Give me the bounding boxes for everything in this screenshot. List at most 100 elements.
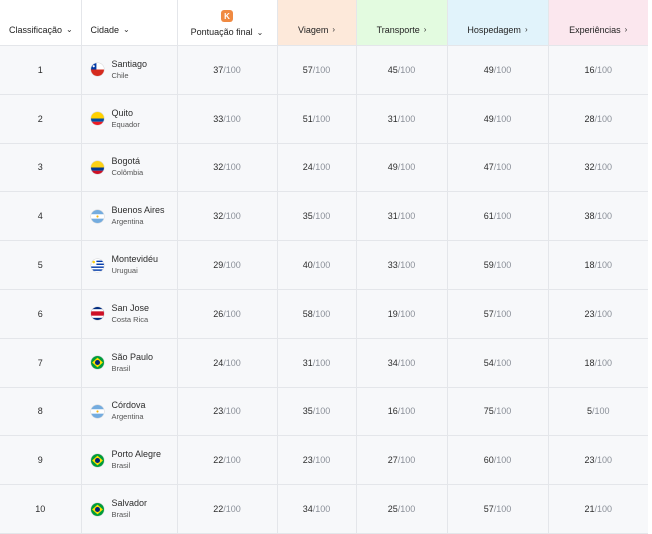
experiencias-value: 38 [584, 211, 595, 222]
transporte-cell: 19/100 [356, 289, 448, 339]
transporte-value: 49 [387, 162, 398, 173]
hospedagem-cell: 59/100 [447, 240, 549, 290]
denominator-label: /100 [397, 260, 416, 271]
table-row[interactable]: 8 Córdova Argentina 23/100 35/100 16/100 75… [0, 387, 648, 437]
denominator-label: /100 [594, 357, 613, 368]
score-cell: 22/100 [177, 484, 278, 534]
denominator-label: /100 [223, 260, 241, 271]
denominator-label: /100 [397, 357, 416, 368]
viagem-value: 58 [302, 308, 313, 319]
hospedagem-cell: 61/100 [447, 191, 549, 242]
city-name: Bogotá [111, 156, 141, 167]
city-cell[interactable]: Bogotá Colômbia [81, 143, 178, 193]
header-rank-label: Classificação [9, 24, 63, 35]
denominator-label: /100 [223, 64, 241, 75]
score-value: 32 [213, 162, 224, 173]
header-experiencias-label: Experiências [569, 24, 621, 35]
table-row[interactable]: 3 Bogotá Colômbia 32/100 24/100 49/100 47/1… [0, 143, 648, 193]
costa-rica-flag-icon [90, 307, 104, 321]
denominator-label: /100 [397, 455, 416, 466]
rank-value: 5 [37, 260, 43, 271]
hospedagem-cell: 49/100 [447, 94, 549, 144]
score-cell: 24/100 [177, 338, 278, 388]
experiencias-value: 18 [584, 260, 595, 271]
city-cell[interactable]: Porto Alegre Brasil [81, 435, 178, 486]
rank-value: 4 [37, 211, 43, 222]
city-name: São Paulo [111, 351, 154, 362]
hospedagem-value: 57 [483, 504, 494, 515]
hospedagem-value: 61 [483, 211, 494, 222]
viagem-cell: 40/100 [277, 240, 357, 290]
hospedagem-cell: 49/100 [447, 45, 549, 95]
denominator-label: /100 [312, 260, 331, 271]
rank-cell: 10 [0, 484, 82, 534]
denominator-label: /100 [493, 504, 512, 515]
city-cell[interactable]: Santiago Chile [81, 45, 178, 95]
denominator-label: /100 [223, 211, 241, 222]
experiencias-value: 32 [584, 162, 595, 173]
header-city-label: Cidade [90, 24, 120, 35]
city-cell[interactable]: San Jose Costa Rica [81, 289, 178, 339]
city-cell[interactable]: Montevidéu Uruguai [81, 240, 178, 290]
rank-cell: 5 [0, 240, 82, 290]
score-cell: 23/100 [177, 387, 278, 437]
denominator-label: /100 [594, 64, 613, 75]
transporte-value: 31 [387, 211, 398, 222]
denominator-label: /100 [594, 162, 613, 173]
table-row[interactable]: 1 Santiago Chile 37/100 57/100 45/100 49/10… [0, 45, 648, 95]
city-cell[interactable]: São Paulo Brasil [81, 338, 178, 388]
brazil-flag-icon [90, 502, 104, 516]
transporte-cell: 25/100 [356, 484, 448, 534]
header-experiencias[interactable]: Experiências › [548, 0, 648, 46]
city-cell[interactable]: Córdova Argentina [81, 387, 178, 437]
city-name: San Jose [111, 302, 150, 313]
denominator-label: /100 [312, 211, 331, 222]
experiencias-value: 21 [584, 504, 595, 515]
viagem-cell: 31/100 [277, 338, 357, 388]
table-row[interactable]: 10 Salvador Brasil 22/100 34/100 25/100 57/… [0, 484, 648, 534]
denominator-label: /100 [493, 260, 512, 271]
chevron-down-icon: ⌄ [123, 25, 130, 34]
experiencias-value: 18 [584, 357, 595, 368]
viagem-value: 57 [302, 64, 313, 75]
hospedagem-value: 59 [483, 260, 494, 271]
transporte-value: 45 [387, 64, 398, 75]
score-cell: 32/100 [177, 191, 278, 242]
score-cell: 22/100 [177, 435, 278, 486]
hospedagem-cell: 54/100 [447, 338, 549, 388]
city-name: Buenos Aires [111, 205, 165, 216]
header-city[interactable]: Cidade ⌄ [81, 0, 178, 46]
table-row[interactable]: 2 Quito Equador 33/100 51/100 31/100 49/100… [0, 94, 648, 144]
city-name: Córdova [111, 400, 146, 411]
denominator-label: /100 [397, 504, 416, 515]
transporte-value: 34 [387, 357, 398, 368]
hospedagem-value: 49 [483, 113, 494, 124]
denominator-label: /100 [594, 308, 613, 319]
header-hospedagem[interactable]: Hospedagem › [447, 0, 549, 46]
city-cell[interactable]: Buenos Aires Argentina [81, 191, 178, 242]
viagem-cell: 51/100 [277, 94, 357, 144]
transporte-cell: 27/100 [356, 435, 448, 486]
denominator-label: /100 [223, 455, 241, 466]
header-score-label: Pontuação final [190, 27, 253, 37]
header-score[interactable]: K Pontuação final ⌄ [177, 0, 278, 46]
table-row[interactable]: 9 Porto Alegre Brasil 22/100 23/100 27/100… [0, 435, 648, 486]
rank-cell: 3 [0, 143, 82, 193]
denominator-label: /100 [397, 406, 416, 417]
viagem-cell: 35/100 [277, 387, 357, 437]
hospedagem-value: 49 [483, 64, 494, 75]
rank-value: 6 [37, 308, 43, 319]
country-name: Colômbia [111, 168, 144, 178]
experiencias-cell: 23/100 [548, 289, 648, 339]
table-row[interactable]: 4 Buenos Aires Argentina 32/100 35/100 31/… [0, 191, 648, 242]
chevron-right-icon: › [423, 25, 427, 34]
city-cell[interactable]: Salvador Brasil [81, 484, 178, 534]
city-cell[interactable]: Quito Equador [81, 94, 178, 144]
header-viagem[interactable]: Viagem › [277, 0, 357, 46]
table-row[interactable]: 7 São Paulo Brasil 24/100 31/100 34/100 54/… [0, 338, 648, 388]
table-row[interactable]: 6 San Jose Costa Rica 26/100 58/100 19/100… [0, 289, 648, 339]
header-rank[interactable]: Classificação ⌄ [0, 0, 82, 46]
header-transporte[interactable]: Transporte › [356, 0, 448, 46]
score-value: 29 [213, 260, 224, 271]
table-row[interactable]: 5 Montevidéu Uruguai 29/100 40/100 33/100 5… [0, 240, 648, 290]
